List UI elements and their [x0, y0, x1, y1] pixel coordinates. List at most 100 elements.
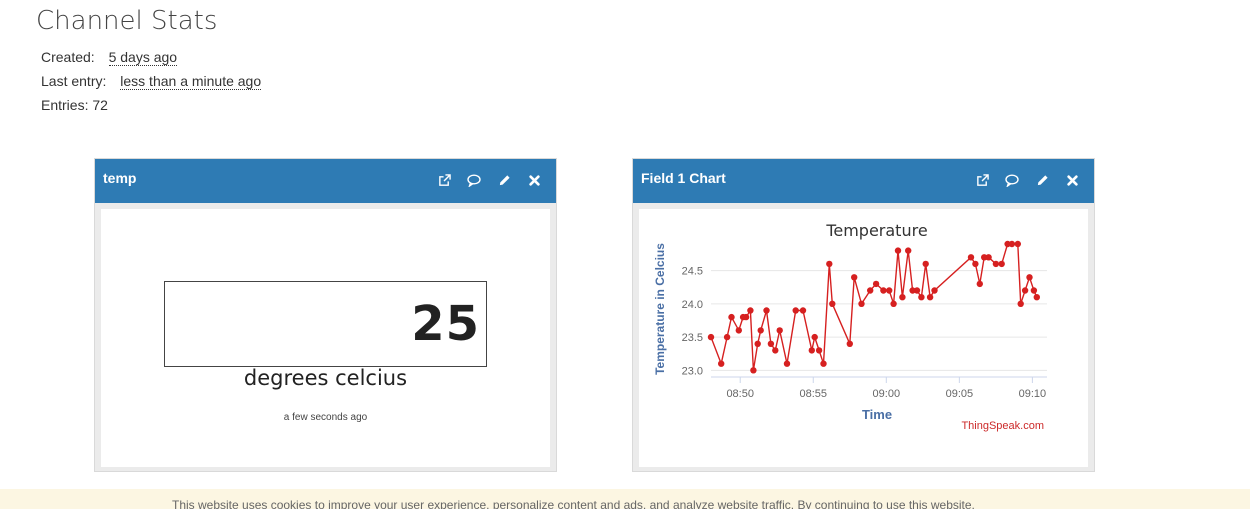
cookie-banner: This website uses cookies to improve you… [0, 489, 1250, 509]
data-point[interactable] [1021, 287, 1029, 294]
data-point[interactable] [913, 287, 921, 294]
data-point[interactable] [909, 287, 916, 294]
data-point[interactable] [750, 367, 757, 374]
display-units: degrees celcius [243, 366, 408, 390]
data-point[interactable] [772, 347, 779, 354]
data-point[interactable] [905, 247, 912, 254]
data-point[interactable] [899, 294, 906, 301]
data-point[interactable] [851, 274, 858, 281]
widget-actions [972, 170, 1082, 190]
x-tick-label: 08:55 [799, 388, 827, 400]
data-point[interactable] [880, 287, 887, 294]
data-point[interactable] [735, 327, 742, 334]
pencil-icon[interactable] [1032, 170, 1052, 190]
external-link-icon[interactable] [972, 170, 992, 190]
data-point[interactable] [763, 307, 770, 314]
x-tick-label: 09:05 [946, 388, 974, 400]
widget-header: Field 1 Chart [633, 159, 1094, 203]
data-point[interactable] [718, 360, 725, 367]
created-value: 5 days ago [108, 49, 178, 66]
external-link-icon[interactable] [434, 170, 454, 190]
comment-icon[interactable] [1002, 170, 1022, 190]
series-line [710, 243, 1038, 371]
x-axis-label: Time [862, 407, 892, 422]
widget-body: 25 degrees celcius a few seconds ago [101, 209, 550, 467]
data-point[interactable] [742, 313, 750, 321]
data-point[interactable] [867, 287, 874, 294]
data-point[interactable] [747, 307, 754, 314]
y-tick-label: 24.5 [682, 266, 703, 278]
created-row: Created: 5 days ago [41, 49, 178, 66]
data-point[interactable] [815, 347, 823, 354]
data-point[interactable] [918, 294, 925, 301]
widget-header: temp [95, 159, 556, 203]
data-point[interactable] [776, 327, 783, 334]
comment-icon[interactable] [464, 170, 484, 190]
numeric-display-widget: temp [94, 158, 557, 472]
data-point[interactable] [985, 254, 992, 261]
data-point[interactable] [1033, 294, 1040, 301]
last-entry-value: less than a minute ago [120, 73, 262, 90]
y-tick-label: 23.0 [682, 365, 703, 377]
data-point[interactable] [783, 360, 791, 367]
page-title: Channel Stats [36, 6, 218, 36]
data-point[interactable] [922, 260, 929, 268]
chart-credit[interactable]: ThingSpeak.com [961, 420, 1044, 432]
data-point[interactable] [992, 260, 1000, 268]
widget-actions [434, 170, 544, 190]
widget-title: temp [103, 170, 137, 186]
chart-widget: Field 1 Chart [632, 158, 1095, 472]
last-entry-label: Last entry: [41, 73, 107, 89]
pencil-icon[interactable] [494, 170, 514, 190]
close-icon[interactable] [1062, 170, 1082, 190]
data-point[interactable] [1030, 287, 1038, 294]
y-tick-label: 24.0 [682, 299, 703, 311]
y-axis-label: Temperature in Celcius [653, 243, 667, 375]
numeric-display-box: 25 [164, 281, 487, 367]
display-value: 25 [411, 296, 480, 352]
data-point[interactable] [792, 307, 799, 314]
data-point[interactable] [799, 307, 807, 314]
data-point[interactable] [981, 254, 988, 261]
close-icon[interactable] [524, 170, 544, 190]
data-point[interactable] [728, 313, 735, 321]
data-point[interactable] [723, 333, 731, 341]
data-point[interactable] [820, 360, 827, 367]
data-point[interactable] [886, 287, 893, 294]
data-point[interactable] [1026, 274, 1033, 281]
data-point[interactable] [931, 287, 938, 294]
data-point[interactable] [1014, 240, 1021, 248]
data-point[interactable] [757, 327, 764, 334]
data-point[interactable] [858, 300, 865, 307]
data-point[interactable] [976, 280, 983, 288]
y-tick-label: 23.5 [682, 332, 703, 344]
data-point[interactable] [894, 247, 902, 254]
data-point[interactable] [707, 333, 715, 341]
x-tick-label: 09:10 [1019, 388, 1047, 400]
x-tick-label: 08:50 [726, 388, 754, 400]
data-point[interactable] [1017, 300, 1024, 307]
data-point[interactable] [829, 300, 836, 307]
data-point[interactable] [1008, 240, 1016, 248]
cookie-notice-text: This website uses cookies to improve you… [172, 498, 975, 509]
data-point[interactable] [754, 340, 761, 347]
data-point[interactable] [972, 260, 979, 268]
data-point[interactable] [826, 260, 833, 268]
display-updated: a few seconds ago [283, 412, 368, 423]
temperature-chart: 23.0 23.5 24.0 24.5 08:50 08:55 09:00 09:05 09:1… [653, 221, 1047, 432]
data-point[interactable] [811, 333, 818, 341]
data-point[interactable] [926, 294, 934, 301]
widget-body: 23.0 23.5 24.0 24.5 08:50 08:55 09:00 09:05 09:1… [639, 209, 1088, 467]
last-entry-row: Last entry: less than a minute ago [41, 73, 262, 90]
widget-title: Field 1 Chart [641, 170, 726, 186]
data-point[interactable] [998, 260, 1005, 268]
data-point[interactable] [872, 280, 880, 288]
data-point[interactable] [767, 340, 775, 347]
data-point[interactable] [808, 347, 815, 354]
data-point[interactable] [890, 300, 897, 307]
x-tick-label: 09:00 [873, 388, 901, 400]
data-point[interactable] [846, 340, 853, 347]
data-point[interactable] [967, 254, 975, 261]
created-label: Created: [41, 49, 95, 65]
entries-count: Entries: 72 [41, 97, 108, 113]
